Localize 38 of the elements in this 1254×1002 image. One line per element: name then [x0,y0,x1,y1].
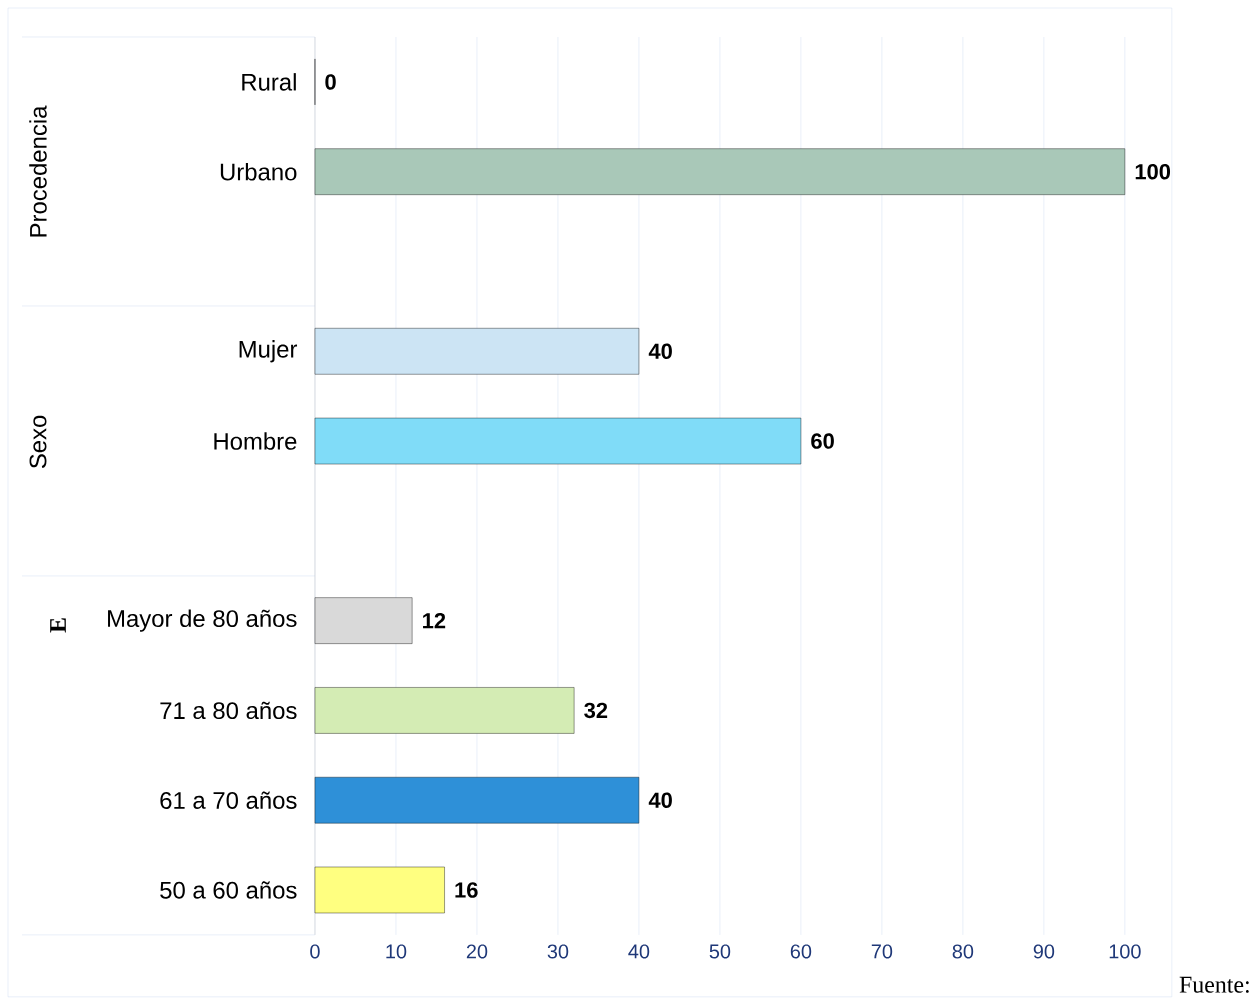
bar [314,777,640,824]
y-tick-label: Hombre [214,432,297,450]
y-tick-label: Rural [242,73,296,91]
data-label: 60 [811,433,834,449]
bar [314,687,575,734]
x-tick-label: 90 [1033,944,1055,959]
x-tick-label: 0 [310,944,320,959]
x-tick-label: 30 [547,944,569,959]
x-tick-label: 50 [709,944,731,959]
data-label: 100 [1135,164,1171,180]
y-tick-label: 61 a 70 años [160,791,297,809]
text: Procedencia [29,105,47,237]
data-label: 32 [584,702,608,719]
x-tick-label: 40 [628,944,650,959]
source-note: Fuente: [1179,976,1249,993]
y-tick-label: 71 a 80 años [160,701,297,720]
data-label: 12 [423,613,446,629]
data-label: 16 [455,882,478,898]
x-tick-label: 60 [790,944,812,959]
y-tick-label: Mayor de 80 años [108,609,297,632]
bar [314,328,640,375]
bar [314,148,1126,195]
bar [314,866,445,914]
x-tick-label: 100 [1109,944,1141,959]
data-label: 40 [648,792,672,809]
text: Sexo [29,415,47,469]
y-tick-label: 50 a 60 años [160,881,297,899]
x-tick-label: 80 [952,944,974,959]
bar [314,597,413,644]
data-label: 0 [325,74,336,90]
y-tick-label: Urbano [220,162,297,181]
x-tick-label: 20 [466,944,488,959]
bar [314,417,802,465]
x-tick-label: 10 [386,944,407,959]
x-tick-label: 70 [871,944,893,959]
text: E [50,618,66,633]
data-label: 40 [648,343,672,360]
y-tick-label: Mujer [239,340,298,363]
